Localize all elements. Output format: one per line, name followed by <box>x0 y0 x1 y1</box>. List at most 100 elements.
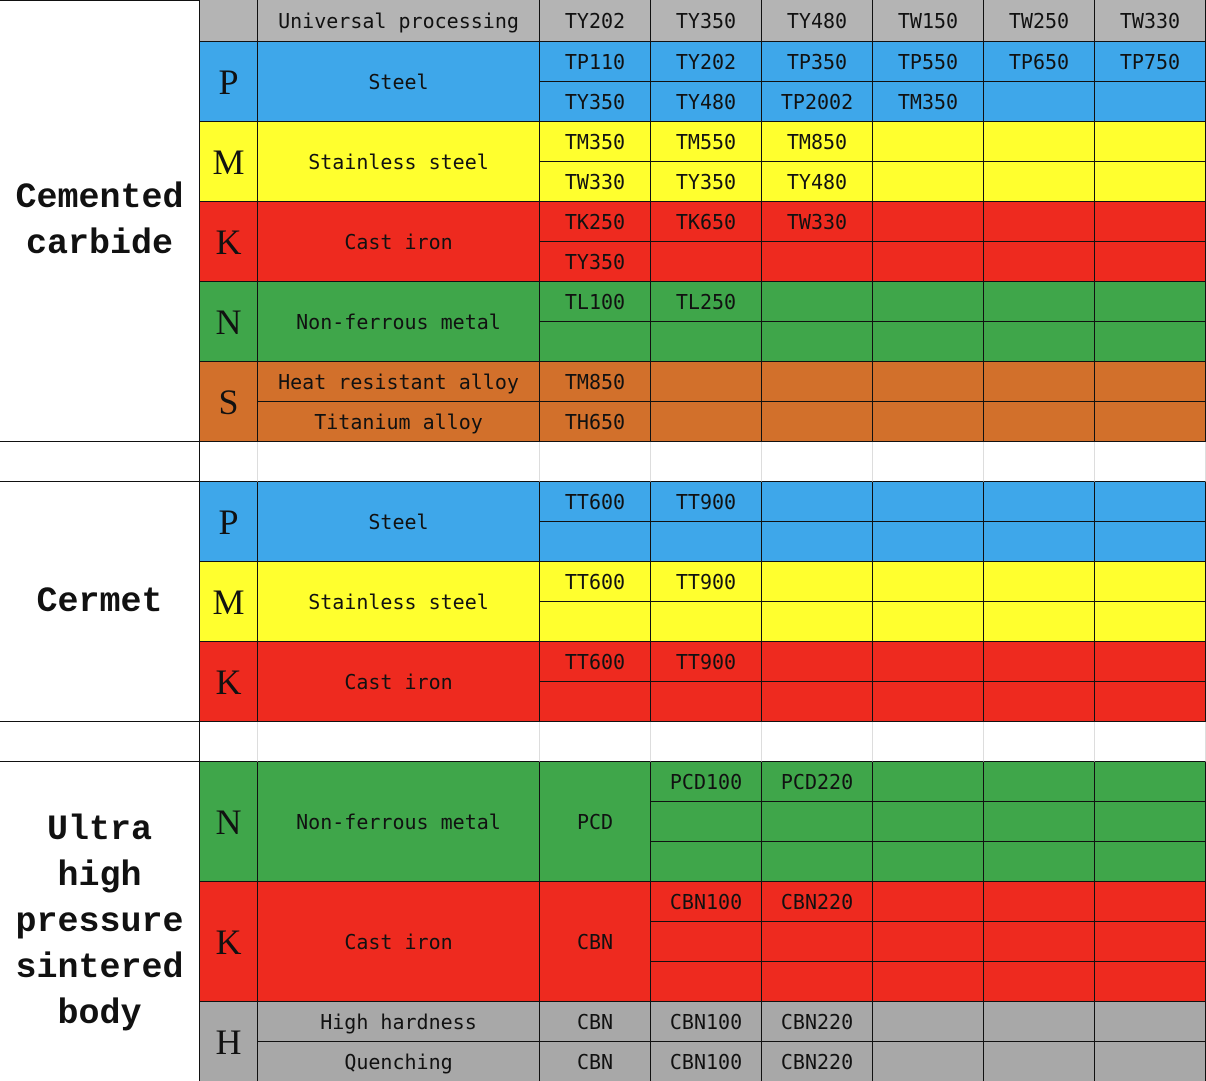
grade-cell <box>873 642 984 682</box>
grade-cell <box>1095 162 1206 202</box>
group-letter: N <box>200 282 258 362</box>
grade-cell: CBN100 <box>651 1042 762 1081</box>
grade-cell <box>651 682 762 722</box>
grade-cell <box>651 842 762 882</box>
grade-cell <box>651 602 762 642</box>
grade-cell: CBN <box>540 1042 651 1081</box>
grade-cell <box>762 522 873 562</box>
material: Cast iron <box>258 642 540 722</box>
material: Cast iron <box>258 202 540 282</box>
header-grade: TY202 <box>540 0 651 42</box>
spacer-cell <box>200 442 258 482</box>
grade-cell <box>984 122 1095 162</box>
header-label: Universal processing <box>258 0 540 42</box>
group-letter: S <box>200 362 258 442</box>
grade-cell <box>1095 362 1206 402</box>
grade-cell: TY202 <box>651 42 762 82</box>
material: Heat resistant alloy <box>258 362 540 402</box>
grade-cell <box>1095 882 1206 922</box>
grade-cell <box>984 482 1095 522</box>
grade-cell: TP350 <box>762 42 873 82</box>
spacer-cell <box>540 442 651 482</box>
grade-cell <box>651 322 762 362</box>
grade-cell: TT900 <box>651 482 762 522</box>
group-letter: K <box>200 642 258 722</box>
group-letter: H <box>200 1002 258 1081</box>
material: Stainless steel <box>258 122 540 202</box>
material: Steel <box>258 42 540 122</box>
grade-cell: TP550 <box>873 42 984 82</box>
group-letter: N <box>200 762 258 882</box>
grade-cell: TL100 <box>540 282 651 322</box>
header-grade: TW250 <box>984 0 1095 42</box>
grade-cell <box>1095 522 1206 562</box>
spacer-cell <box>762 722 873 762</box>
grade-cell <box>651 362 762 402</box>
grade-cell: TY350 <box>540 82 651 122</box>
grade-cell <box>762 922 873 962</box>
grade-cell <box>984 562 1095 602</box>
spacer-cell <box>0 722 200 762</box>
grade-cell <box>540 522 651 562</box>
material: Non-ferrous metal <box>258 762 540 882</box>
grade-cell: TM350 <box>540 122 651 162</box>
grade-cell <box>1095 402 1206 442</box>
grade-cell <box>873 402 984 442</box>
grade-cell <box>1095 562 1206 602</box>
grade-cell <box>651 802 762 842</box>
grade-cell <box>762 802 873 842</box>
grade-cell <box>1095 962 1206 1002</box>
grade-cell <box>651 922 762 962</box>
grade-cell <box>1095 322 1206 362</box>
grade-cell: CBN100 <box>651 882 762 922</box>
grade-cell <box>873 922 984 962</box>
grade-cell: TY480 <box>651 82 762 122</box>
grade-cell <box>651 402 762 442</box>
grade-cell: TY480 <box>762 162 873 202</box>
grade-cell <box>984 682 1095 722</box>
spacer-cell <box>984 722 1095 762</box>
grade-cell: TW330 <box>762 202 873 242</box>
grade-cell: TM550 <box>651 122 762 162</box>
grade-cell <box>762 602 873 642</box>
grade-cell <box>984 602 1095 642</box>
spacer-cell <box>1095 442 1206 482</box>
group-letter: P <box>200 482 258 562</box>
grade-cell <box>1095 642 1206 682</box>
grade-cell <box>984 282 1095 322</box>
grade-cell <box>762 242 873 282</box>
material: High hardness <box>258 1002 540 1042</box>
grade-cell <box>984 1042 1095 1081</box>
grade-cell <box>984 842 1095 882</box>
grade-cell <box>873 882 984 922</box>
grade-cell <box>651 242 762 282</box>
grade-cell: TW330 <box>540 162 651 202</box>
grade-cell: CBN220 <box>762 882 873 922</box>
spacer-cell <box>258 722 540 762</box>
grade-cell: TT900 <box>651 642 762 682</box>
grade-cell: CBN <box>540 1002 651 1042</box>
grade-cell <box>873 242 984 282</box>
spacer-cell <box>200 722 258 762</box>
spacer-cell <box>762 442 873 482</box>
grade-cell: TL250 <box>651 282 762 322</box>
grade-cell <box>1095 282 1206 322</box>
grade-cell <box>984 322 1095 362</box>
group-letter: K <box>200 882 258 1002</box>
spacer-cell <box>873 722 984 762</box>
grade-cell: CBN220 <box>762 1042 873 1081</box>
grade-cell: TY350 <box>651 162 762 202</box>
spacer-cell <box>651 442 762 482</box>
grade-cell: PCD100 <box>651 762 762 802</box>
grade-cell <box>873 682 984 722</box>
grade-cell: CBN <box>540 882 651 1002</box>
grade-cell <box>762 362 873 402</box>
grade-cell: CBN220 <box>762 1002 873 1042</box>
grade-cell <box>1095 242 1206 282</box>
grade-cell: PCD220 <box>762 762 873 802</box>
grade-cell <box>873 202 984 242</box>
grade-cell <box>873 282 984 322</box>
spacer-cell <box>1095 722 1206 762</box>
grade-cell <box>1095 122 1206 162</box>
spacer-cell <box>258 442 540 482</box>
